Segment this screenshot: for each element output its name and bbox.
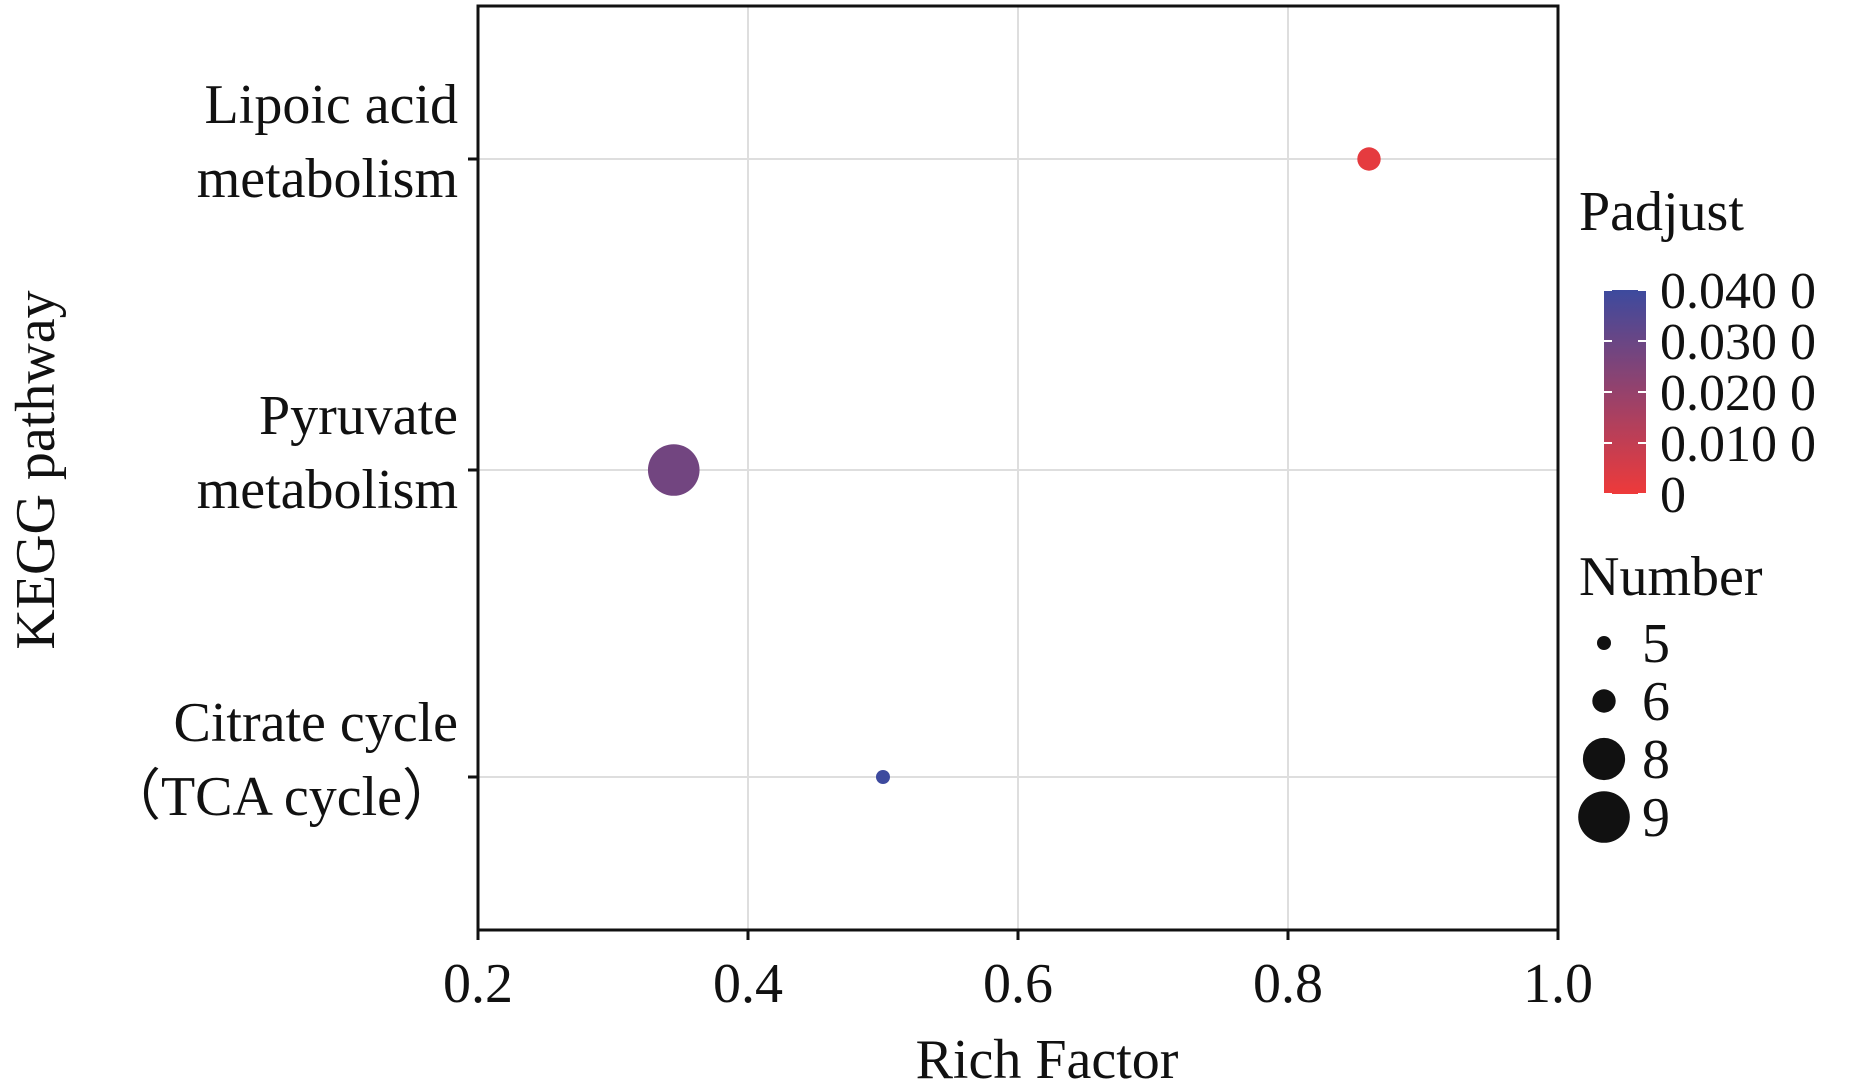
y-tick-label: Citrate cycle	[173, 692, 458, 754]
data-points	[647, 147, 1381, 784]
x-tick-label: 0.4	[713, 953, 783, 1015]
y-axis: Lipoic acid metabolism Pyruvate metabolism C…	[105, 74, 478, 828]
size-legend-label: 8	[1642, 729, 1670, 791]
x-tick-label: 1.0	[1523, 953, 1593, 1015]
y-axis-title: KEGG pathway	[5, 290, 67, 649]
y-tick-label: metabolism	[197, 459, 458, 521]
y-tick-label: Lipoic acid	[205, 74, 458, 136]
data-point	[1357, 147, 1381, 171]
x-axis-title: Rich Factor	[916, 1029, 1179, 1080]
size-legend-label: 5	[1642, 613, 1670, 675]
x-tick-label: 0.2	[443, 953, 513, 1015]
size-legend-dot	[1582, 737, 1626, 781]
color-legend-title: Padjust	[1579, 181, 1744, 243]
colorbar-tick-label: 0.040 0	[1660, 263, 1816, 320]
data-point	[876, 770, 890, 784]
size-legend-dot	[1578, 791, 1630, 843]
padjust-color-legend: Padjust 0.040 00.030 00.020 00.010 00	[1579, 181, 1816, 524]
size-legend-title: Number	[1579, 546, 1763, 608]
colorbar-ticks: 0.040 00.030 00.020 00.010 00	[1604, 263, 1816, 524]
size-legend-label: 9	[1642, 787, 1670, 849]
size-legend-label: 6	[1642, 671, 1670, 733]
y-tick-label: （TCA cycle）	[105, 766, 458, 828]
grid-lines	[477, 6, 1559, 930]
colorbar-tick-label: 0.010 0	[1660, 416, 1816, 473]
colorbar-tick-label: 0.030 0	[1660, 314, 1816, 371]
y-tick-label: metabolism	[197, 148, 458, 210]
size-legend-dot	[1597, 636, 1611, 650]
size-legend-dot	[1592, 689, 1616, 713]
colorbar-tick-label: 0.020 0	[1660, 365, 1816, 422]
data-point	[647, 444, 700, 496]
x-tick-label: 0.6	[983, 953, 1053, 1015]
x-axis: 0.2 0.4 0.6 0.8 1.0	[443, 930, 1593, 1015]
y-tick-label: Pyruvate	[259, 385, 458, 447]
colorbar-tick-label: 0	[1660, 467, 1686, 524]
x-tick-label: 0.8	[1253, 953, 1323, 1015]
